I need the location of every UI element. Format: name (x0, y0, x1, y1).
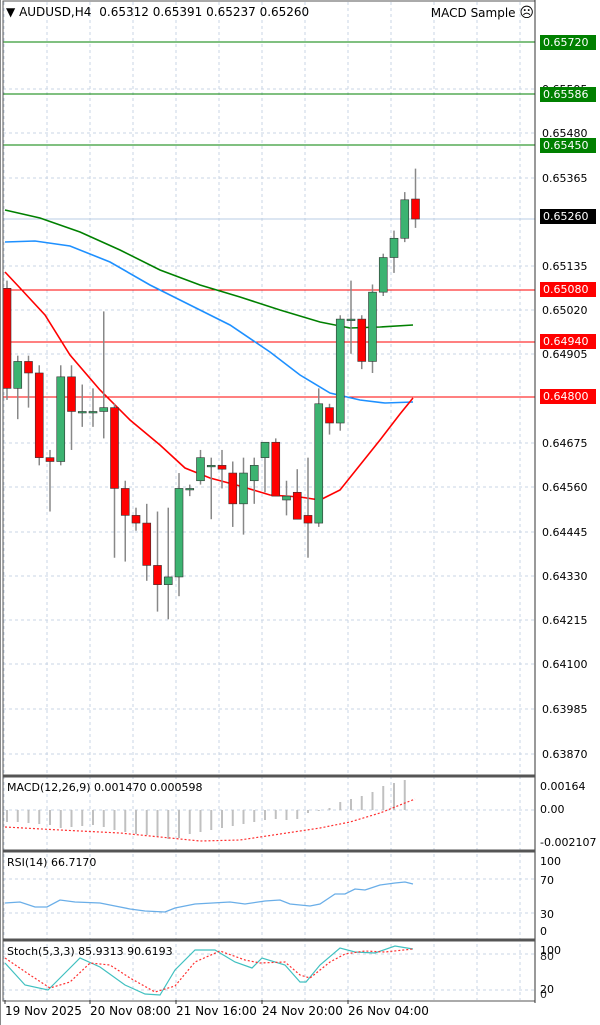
resistance-price-tag: 0.65720 (540, 35, 596, 50)
price-tick: 0.64330 (542, 570, 588, 583)
time-tick: 21 Nov 16:00 (176, 1004, 257, 1018)
time-tick: 20 Nov 08:00 (90, 1004, 171, 1018)
rsi-tick-30: 30 (540, 908, 554, 921)
resistance-price-tag: 0.65450 (540, 138, 596, 153)
price-tick: 0.63870 (542, 748, 588, 761)
candlesticks (2, 168, 420, 620)
price-tick: 0.64100 (542, 658, 588, 671)
support-price-tag: 0.64800 (540, 389, 596, 404)
sad-face-icon: ☹ (519, 5, 534, 21)
macd-subwindow (3, 780, 535, 842)
resistance-price-tag: 0.65586 (540, 87, 596, 102)
ea-name: MACD Sample (430, 6, 516, 20)
symbol-timeframe: AUDUSD,H4 (19, 5, 92, 19)
price-tick: 0.65020 (542, 304, 588, 317)
symbol-header[interactable]: ▼ AUDUSD,H4 0.65312 0.65391 0.65237 0.65… (6, 5, 309, 19)
moving-average-lines (4, 209, 414, 501)
rsi-subwindow (3, 878, 535, 914)
rsi-tick-0: 0 (540, 925, 547, 938)
grid-lines (3, 2, 535, 1000)
macd-tick-top: 0.00164 (540, 780, 586, 793)
stoch-label: Stoch(5,3,3) 85.9313 90.6193 (7, 945, 173, 958)
collapse-triangle-icon[interactable]: ▼ (6, 5, 16, 19)
expert-advisor-label[interactable]: MACD Sample ☹ (431, 5, 534, 21)
price-tick: 0.64905 (542, 348, 588, 361)
price-tick: 0.65480 (542, 127, 588, 140)
rsi-tick-100: 100 (540, 855, 561, 868)
price-level-lines (3, 41, 535, 398)
time-tick: 19 Nov 2025 (5, 1004, 82, 1018)
support-price-tag: 0.64940 (540, 334, 596, 349)
time-tick: 24 Nov 20:00 (262, 1004, 343, 1018)
price-tick: 0.64215 (542, 614, 588, 627)
ohlc-values: 0.65312 0.65391 0.65237 0.65260 (99, 5, 310, 19)
window-borders (0, 0, 536, 1025)
rsi-label: RSI(14) 66.7170 (7, 856, 97, 869)
stoch-tick-20: 20 (540, 983, 554, 996)
macd-label: MACD(12,26,9) 0.001470 0.000598 (7, 781, 203, 794)
current-price-tag: 0.65260 (540, 209, 596, 224)
price-tick: 0.64675 (542, 437, 588, 450)
macd-tick-zero: 0.00 (540, 803, 565, 816)
stoch-tick-100: 100 (540, 944, 561, 957)
time-tick: 26 Nov 04:00 (348, 1004, 429, 1018)
macd-tick-bottom: -0.002107 (540, 836, 597, 849)
price-tick: 0.64445 (542, 526, 588, 539)
price-tick: 0.65365 (542, 172, 588, 185)
support-price-tag: 0.65080 (540, 282, 596, 297)
rsi-tick-70: 70 (540, 874, 554, 887)
price-tick: 0.65135 (542, 260, 588, 273)
stoch-tick-80: 80 (540, 950, 554, 963)
price-tick: 0.63985 (542, 703, 588, 716)
price-tick: 0.64560 (542, 481, 588, 494)
stoch-tick-0: 0 (540, 988, 547, 1001)
stoch-subwindow (3, 945, 535, 996)
